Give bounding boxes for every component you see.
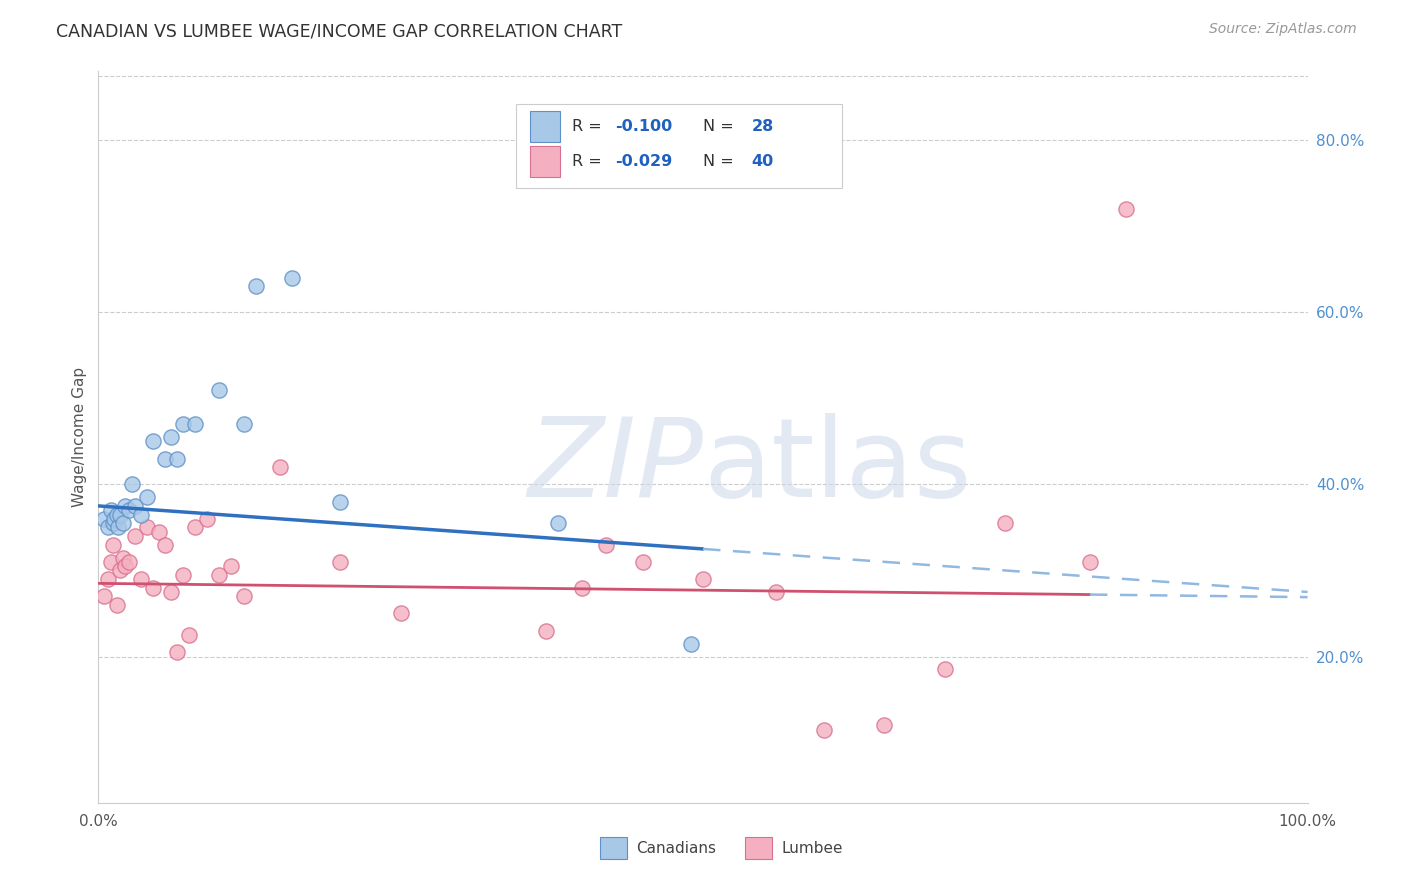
Point xyxy=(208,383,231,397)
Point xyxy=(245,279,267,293)
Point xyxy=(765,585,787,599)
Point xyxy=(692,572,714,586)
Point xyxy=(129,572,152,586)
Point xyxy=(142,581,165,595)
Point xyxy=(118,503,141,517)
Point xyxy=(93,589,115,603)
Point xyxy=(101,538,124,552)
Point xyxy=(389,607,412,621)
Point xyxy=(208,567,231,582)
Point xyxy=(129,508,152,522)
Point xyxy=(184,520,207,534)
Point xyxy=(873,718,896,732)
Point xyxy=(142,434,165,449)
Point xyxy=(105,598,128,612)
Point xyxy=(232,589,254,603)
Point xyxy=(111,516,134,530)
Point xyxy=(221,559,243,574)
Text: CANADIAN VS LUMBEE WAGE/INCOME GAP CORRELATION CHART: CANADIAN VS LUMBEE WAGE/INCOME GAP CORRE… xyxy=(56,22,623,40)
Bar xyxy=(745,838,772,859)
Point xyxy=(121,477,143,491)
Point xyxy=(153,538,176,552)
Point xyxy=(1078,555,1101,569)
Point xyxy=(111,550,134,565)
Point xyxy=(166,451,188,466)
Text: ZIP: ZIP xyxy=(527,413,703,520)
Point xyxy=(153,451,176,466)
Text: atlas: atlas xyxy=(703,413,972,520)
Point xyxy=(232,417,254,432)
Point xyxy=(93,512,115,526)
Point xyxy=(100,503,122,517)
Text: Canadians: Canadians xyxy=(637,840,717,855)
Point xyxy=(1115,202,1137,216)
FancyBboxPatch shape xyxy=(516,104,842,188)
Point xyxy=(124,529,146,543)
Point xyxy=(118,555,141,569)
Point xyxy=(631,555,654,569)
Point xyxy=(135,491,157,505)
Text: Source: ZipAtlas.com: Source: ZipAtlas.com xyxy=(1209,22,1357,37)
Point xyxy=(135,520,157,534)
Point xyxy=(103,512,125,526)
Point xyxy=(269,460,291,475)
Point xyxy=(108,564,131,578)
Point xyxy=(97,572,120,586)
Text: N =: N = xyxy=(703,153,740,169)
Point xyxy=(166,645,188,659)
Text: -0.100: -0.100 xyxy=(614,119,672,134)
Bar xyxy=(530,111,561,142)
Point xyxy=(103,516,125,530)
Point xyxy=(108,508,131,522)
Text: R =: R = xyxy=(572,153,607,169)
Text: 40: 40 xyxy=(751,153,773,169)
Point xyxy=(571,581,593,595)
Point xyxy=(994,516,1017,530)
Point xyxy=(172,417,194,432)
Point xyxy=(124,499,146,513)
Point xyxy=(160,430,183,444)
Point xyxy=(105,508,128,522)
Point xyxy=(179,628,201,642)
Point xyxy=(281,271,304,285)
Text: R =: R = xyxy=(572,119,607,134)
Point xyxy=(184,417,207,432)
Point xyxy=(101,516,124,530)
Text: -0.029: -0.029 xyxy=(614,153,672,169)
Bar xyxy=(530,146,561,177)
Point xyxy=(195,512,218,526)
Y-axis label: Wage/Income Gap: Wage/Income Gap xyxy=(72,367,87,508)
Text: Lumbee: Lumbee xyxy=(782,840,844,855)
Point xyxy=(595,538,617,552)
Point xyxy=(172,567,194,582)
Point xyxy=(679,637,702,651)
Point xyxy=(329,555,352,569)
Point xyxy=(148,524,170,539)
Point xyxy=(114,559,136,574)
Point xyxy=(114,499,136,513)
Point xyxy=(534,624,557,638)
Point xyxy=(547,516,569,530)
Text: 28: 28 xyxy=(751,119,773,134)
Point xyxy=(813,723,835,737)
Point xyxy=(100,555,122,569)
Point xyxy=(107,520,129,534)
Point xyxy=(934,662,956,676)
Point xyxy=(97,520,120,534)
Point xyxy=(160,585,183,599)
Bar xyxy=(600,838,627,859)
Point xyxy=(329,494,352,508)
Text: N =: N = xyxy=(703,119,740,134)
